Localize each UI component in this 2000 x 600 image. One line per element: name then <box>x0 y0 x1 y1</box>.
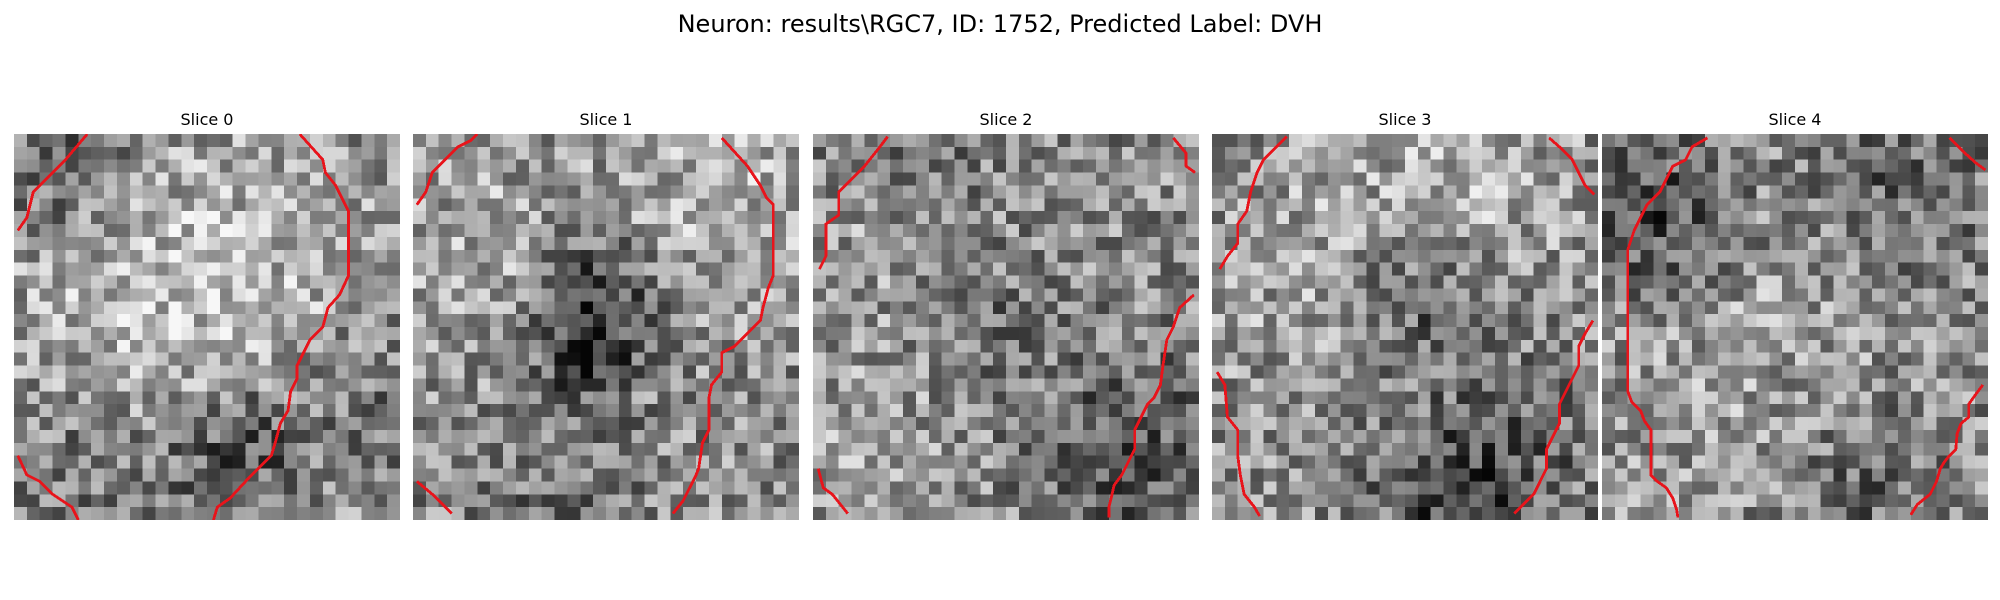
slice-panel-0: Slice 0 <box>14 108 400 520</box>
slice-title-0: Slice 0 <box>14 108 400 132</box>
slice-title-2: Slice 2 <box>813 108 1199 132</box>
figure-title: Neuron: results\RGC7, ID: 1752, Predicte… <box>0 4 2000 44</box>
slice-panel-3: Slice 3 <box>1212 108 1598 520</box>
slice-title-3: Slice 3 <box>1212 108 1598 132</box>
slice-panel-1: Slice 1 <box>413 108 799 520</box>
slice-title-1: Slice 1 <box>413 108 799 132</box>
slice-title-4: Slice 4 <box>1602 108 1988 132</box>
slice-image-0 <box>14 134 400 520</box>
slice-image-2 <box>813 134 1199 520</box>
slice-image-3 <box>1212 134 1598 520</box>
slice-image-1 <box>413 134 799 520</box>
slice-panel-4: Slice 4 <box>1602 108 1988 520</box>
slice-image-4 <box>1602 134 1988 520</box>
slice-panel-2: Slice 2 <box>813 108 1199 520</box>
